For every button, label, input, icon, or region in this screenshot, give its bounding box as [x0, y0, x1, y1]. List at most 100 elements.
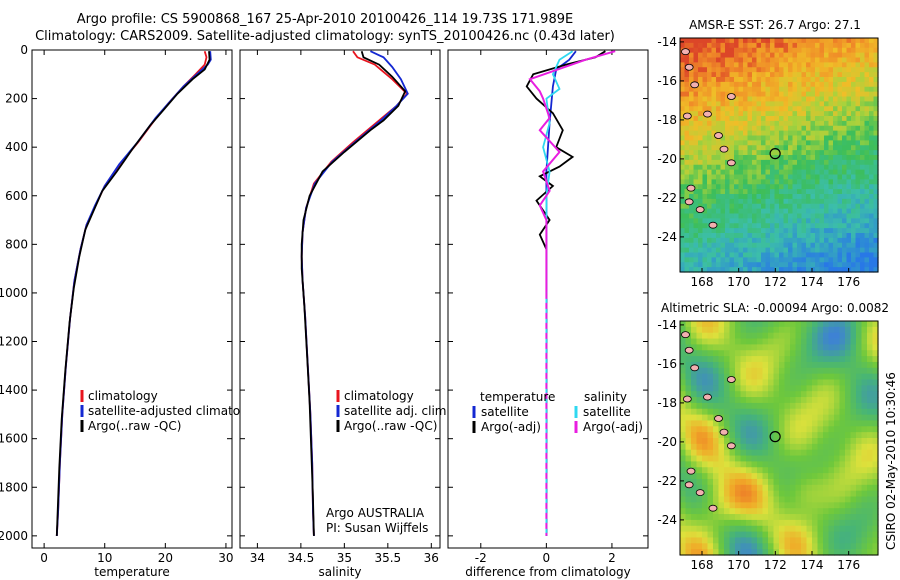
sla-map-cell — [872, 420, 879, 427]
sst-map-cell — [747, 184, 753, 190]
sla-map-cell — [740, 373, 747, 381]
sst-map-cell — [729, 179, 735, 185]
sst-map-cell — [792, 194, 798, 200]
sst-map-cell — [752, 159, 758, 166]
sst-map-cell — [801, 42, 807, 49]
sst-map-cell — [684, 101, 690, 107]
sla-map-cell — [834, 455, 841, 462]
sla-map-cell — [779, 402, 786, 410]
sst-map-cell — [846, 47, 852, 54]
sst-map-cell — [788, 111, 794, 117]
sla-map-cell — [696, 326, 703, 334]
sla-map-cell — [806, 385, 813, 392]
sla-map-cell — [812, 484, 819, 492]
sst-map-cell — [788, 91, 794, 98]
sla-map-cell — [845, 490, 852, 498]
sla-map-cell — [801, 332, 808, 340]
sst-map-cell — [810, 77, 816, 83]
sst-map-cell — [743, 130, 749, 137]
sla-map-cell — [729, 344, 736, 351]
sst-map-cell — [689, 72, 695, 78]
sst-map-cell — [684, 267, 690, 273]
sla-map-cell — [861, 537, 868, 544]
sst-map-cell — [837, 57, 843, 63]
sla-map-cell — [784, 519, 791, 527]
sla-map-cell — [757, 502, 764, 509]
sla-map-cell — [828, 402, 835, 410]
sst-map-cell — [846, 96, 852, 102]
sla-map-cell — [702, 508, 709, 515]
sst-map-cell — [815, 228, 821, 234]
sst-map-cell — [774, 218, 780, 224]
sst-map-cell — [779, 150, 785, 156]
sst-map-xtick-label: 168 — [691, 275, 714, 289]
sst-map-cell — [837, 164, 843, 171]
sst-map-cell — [873, 252, 879, 258]
sst-map-cell — [698, 247, 704, 254]
sst-map-cell — [815, 120, 821, 127]
sst-map-cell — [702, 101, 708, 107]
sst-map-cell — [716, 179, 722, 185]
sla-map-cell — [812, 350, 819, 357]
sst-map-cell — [860, 86, 866, 93]
sst-map-cell — [788, 262, 794, 268]
sst-map-cell — [752, 189, 758, 195]
sst-map-cell — [846, 130, 852, 137]
sst-map-cell — [770, 91, 776, 98]
sst-map-cell — [837, 213, 843, 219]
sla-map-cell — [779, 443, 786, 451]
sst-map-cell — [783, 228, 789, 234]
sst-map-cell — [752, 242, 758, 249]
sst-map-cell — [873, 120, 879, 127]
sla-map-cell — [724, 531, 731, 539]
sst-map-cell — [855, 223, 861, 229]
sla-map-cell — [768, 438, 775, 445]
sst-map-cell — [711, 228, 717, 234]
sla-map-cell — [806, 525, 813, 533]
sst-map-cell — [738, 96, 744, 102]
sst-map-cell — [716, 233, 722, 239]
sla-map-cell — [867, 420, 874, 427]
sst-map-cell — [689, 252, 695, 258]
sst-map-cell — [815, 184, 821, 190]
sla-map-cell — [828, 449, 835, 457]
sla-map-cell — [762, 531, 769, 539]
sst-map-cell — [842, 91, 848, 98]
sla-map-cell — [707, 443, 714, 451]
sla-map-cell — [696, 356, 703, 363]
sla-map-cell — [867, 525, 874, 533]
sst-map-cell — [828, 203, 834, 210]
sst-map-cell — [698, 86, 704, 93]
sla-map-cell — [795, 391, 802, 398]
sst-map-cell — [788, 72, 794, 78]
sla-map-cell — [806, 455, 813, 462]
sla-map-cell — [872, 508, 879, 515]
sla-map-cell — [702, 373, 709, 381]
sst-map-cell — [756, 130, 762, 137]
sla-map-cell — [834, 420, 841, 427]
sst-map-cell — [797, 237, 803, 244]
sst-map-cell — [869, 164, 875, 171]
sst-map-cell — [738, 198, 744, 205]
sst-map-cell — [792, 189, 798, 195]
sst-map-cell — [860, 67, 866, 73]
sla-map-cell — [680, 326, 687, 334]
sla-map-cell — [740, 473, 747, 480]
sla-map-cell — [856, 490, 863, 498]
sst-map-cell — [747, 91, 753, 98]
sla-map-cell — [724, 508, 731, 515]
sst-map-cell — [828, 150, 834, 156]
sla-map-cell — [740, 361, 747, 369]
sst-map-cell — [833, 101, 839, 107]
sst-map-cell — [680, 125, 686, 132]
sst-map-cell — [833, 130, 839, 137]
sla-map-cell — [790, 531, 797, 539]
sla-map-cell — [872, 391, 879, 398]
sst-map-cell — [765, 86, 771, 93]
sst-map-cell — [729, 81, 735, 88]
sla-map-cell — [735, 543, 742, 550]
sla-map-cell — [685, 402, 692, 410]
sla-map-cell — [702, 344, 709, 351]
temperature-ytick-label: 1000 — [0, 286, 28, 300]
sla-map-cell — [812, 525, 819, 533]
